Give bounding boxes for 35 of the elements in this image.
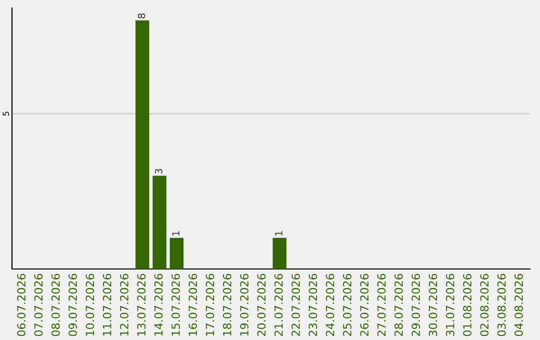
x-tick-label: 06.07.2026 bbox=[17, 274, 26, 336]
data-label: 3 bbox=[154, 168, 162, 174]
data-label: 1 bbox=[275, 231, 282, 236]
x-tick-label: 08.07.2026 bbox=[51, 274, 60, 336]
x-tick-label: 22.07.2026 bbox=[292, 274, 300, 336]
data-label: 1 bbox=[172, 231, 180, 236]
x-tick-label: 25.07.2026 bbox=[343, 274, 352, 336]
x-tick-label: 14.07.2026 bbox=[154, 274, 163, 336]
x-tick-label: 11.07.2026 bbox=[102, 274, 112, 336]
x-tick-label: 12.07.2026 bbox=[120, 274, 128, 336]
x-tick-label: 24.07.2026 bbox=[326, 274, 334, 336]
x-tick-label: 23.07.2026 bbox=[308, 274, 318, 336]
x-tick-label: 29.07.2026 bbox=[412, 274, 420, 336]
x-tick-label: 27.07.2026 bbox=[377, 274, 386, 336]
x-tick-label: 21.07.2026 bbox=[274, 274, 283, 336]
x-tick-label: 26.07.2026 bbox=[360, 274, 369, 336]
x-tick-label: 20.07.2026 bbox=[257, 274, 266, 336]
x-tick-label: 01.08.2026 bbox=[463, 274, 472, 336]
x-tick-label: 16.07.2026 bbox=[188, 274, 198, 336]
x-tick-label: 15.07.2026 bbox=[171, 274, 180, 336]
x-tick-label: 07.07.2026 bbox=[34, 274, 43, 336]
x-tick-label: 10.07.2026 bbox=[86, 274, 94, 336]
x-tick-label: 09.07.2026 bbox=[68, 274, 77, 336]
data-label: 8 bbox=[138, 14, 146, 18]
x-tick-label: 18.07.2026 bbox=[222, 274, 232, 336]
x-tick-label: 28.07.2026 bbox=[394, 274, 403, 336]
y-tick-label: 5 bbox=[2, 112, 9, 116]
x-tick-label: 31.07.2026 bbox=[446, 274, 454, 336]
x-tick-label: 03.08.2026 bbox=[497, 274, 506, 336]
x-tick-label: 17.07.2026 bbox=[206, 274, 214, 336]
x-tick-label: 02.08.2026 bbox=[480, 274, 489, 336]
x-tick-label: 13.07.2026 bbox=[137, 274, 146, 336]
x-tick-label: 19.07.2026 bbox=[240, 274, 248, 336]
x-tick-label: 30.07.2026 bbox=[428, 274, 438, 336]
x-tick-label: 04.08.2026 bbox=[514, 274, 523, 336]
